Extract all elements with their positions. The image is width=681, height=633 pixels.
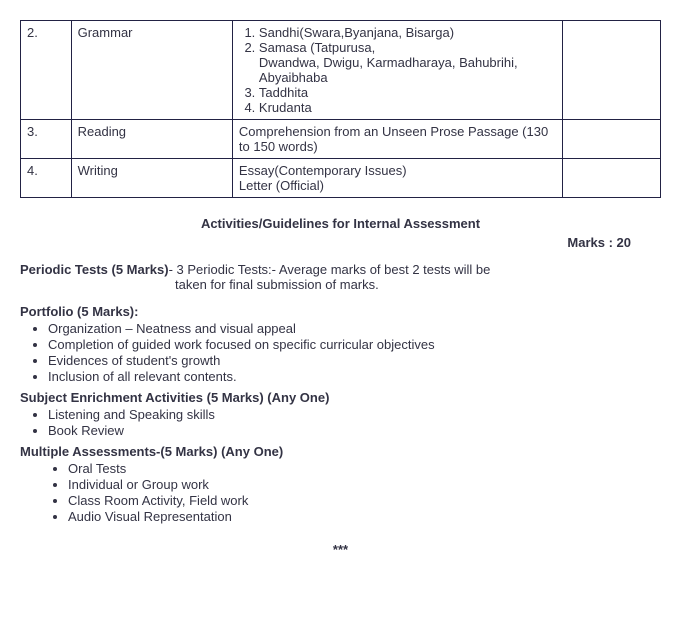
periodic-text: - 3 Periodic Tests:- Average marks of be… (169, 262, 491, 277)
list-item: Class Room Activity, Field work (68, 493, 661, 508)
detail-line: Letter (Official) (239, 178, 556, 193)
list-item: Evidences of student's growth (48, 353, 661, 368)
row-topic: Reading (71, 120, 232, 159)
end-marker: *** (20, 542, 661, 557)
periodic-paragraph: Periodic Tests (5 Marks)- 3 Periodic Tes… (20, 262, 661, 292)
syllabus-table: 2. Grammar Sandhi(Swara,Byanjana, Bisarg… (20, 20, 661, 198)
row-last (562, 21, 660, 120)
list-item: Inclusion of all relevant contents. (48, 369, 661, 384)
row-detail: Essay(Contemporary Issues) Letter (Offic… (232, 159, 562, 198)
row-topic: Writing (71, 159, 232, 198)
row-number: 4. (21, 159, 72, 198)
table-row: 3. Reading Comprehension from an Unseen … (21, 120, 661, 159)
enrichment-list: Listening and Speaking skills Book Revie… (20, 407, 661, 438)
list-item: Oral Tests (68, 461, 661, 476)
row-last (562, 120, 660, 159)
marks-label: Marks : 20 (20, 235, 661, 250)
multiple-title: Multiple Assessments-(5 Marks) (Any One) (20, 444, 661, 459)
list-item-text: Samasa (Tatpurusa, (259, 40, 375, 55)
list-sub: Dwandwa, Dwigu, Karmadharaya, Bahubrihi,… (259, 55, 556, 85)
list-item: Sandhi(Swara,Byanjana, Bisarga) (259, 25, 556, 40)
multiple-list: Oral Tests Individual or Group work Clas… (20, 461, 661, 524)
table-row: 4. Writing Essay(Contemporary Issues) Le… (21, 159, 661, 198)
list-item: Samasa (Tatpurusa, (259, 40, 556, 55)
enrichment-title: Subject Enrichment Activities (5 Marks) … (20, 390, 661, 405)
list-item: Krudanta (259, 100, 556, 115)
list-item: Audio Visual Representation (68, 509, 661, 524)
list-item: Taddhita (259, 85, 556, 100)
periodic-label: Periodic Tests (5 Marks) (20, 262, 169, 277)
row-last (562, 159, 660, 198)
portfolio-list: Organization – Neatness and visual appea… (20, 321, 661, 384)
row-detail: Comprehension from an Unseen Prose Passa… (232, 120, 562, 159)
table-row: 2. Grammar Sandhi(Swara,Byanjana, Bisarg… (21, 21, 661, 120)
periodic-text-line2: taken for final submission of marks. (175, 277, 661, 292)
row-topic: Grammar (71, 21, 232, 120)
list-item: Individual or Group work (68, 477, 661, 492)
row-detail: Sandhi(Swara,Byanjana, Bisarga) Samasa (… (232, 21, 562, 120)
list-item: Organization – Neatness and visual appea… (48, 321, 661, 336)
row-number: 3. (21, 120, 72, 159)
list-item: Book Review (48, 423, 661, 438)
row-number: 2. (21, 21, 72, 120)
portfolio-title: Portfolio (5 Marks): (20, 304, 661, 319)
assessment-title: Activities/Guidelines for Internal Asses… (20, 216, 661, 231)
list-item: Completion of guided work focused on spe… (48, 337, 661, 352)
detail-line: Essay(Contemporary Issues) (239, 163, 556, 178)
list-item: Listening and Speaking skills (48, 407, 661, 422)
